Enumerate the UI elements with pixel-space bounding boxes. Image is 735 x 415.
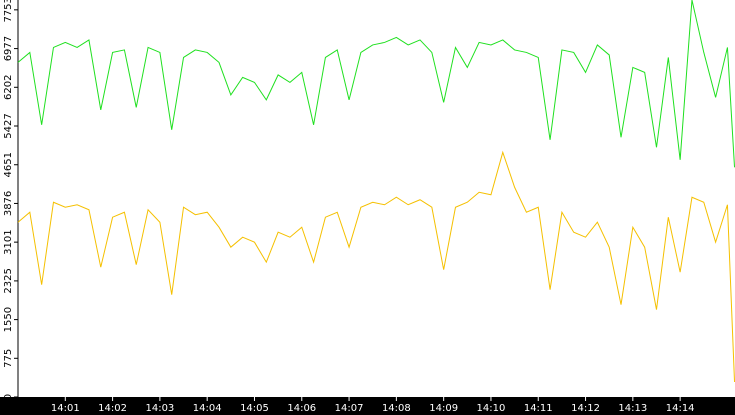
x-tick-label: 14:01: [51, 403, 80, 414]
x-tick-label: 14:13: [618, 403, 647, 414]
y-tick-label: 0: [3, 394, 14, 400]
x-axis-bar: [0, 397, 735, 415]
x-tick-label: 14:14: [666, 403, 695, 414]
y-tick-label: 6202: [3, 75, 14, 100]
x-tick-label: 14:08: [382, 403, 411, 414]
x-tick-label: 14:12: [571, 403, 600, 414]
y-tick-label: 3101: [3, 229, 14, 254]
y-tick-label: 6977: [3, 36, 14, 61]
y-tick-label: 7753: [3, 0, 14, 23]
series-line: [17, 150, 735, 383]
x-tick-label: 14:04: [193, 403, 222, 414]
x-tick-label: 14:06: [287, 403, 316, 414]
y-tick-label: 2325: [3, 268, 14, 293]
x-tick-label: 14:07: [335, 403, 364, 414]
y-tick-label: 5427: [3, 113, 14, 138]
x-tick-label: 14:10: [477, 403, 506, 414]
x-tick-label: 14:05: [240, 403, 269, 414]
x-tick-label: 14:02: [98, 403, 127, 414]
y-tick-label: 1550: [3, 307, 14, 332]
y-tick-label: 775: [3, 349, 14, 368]
y-tick-label: 3876: [3, 191, 14, 216]
y-tick-label: 4651: [3, 152, 14, 177]
x-tick-label: 14:11: [524, 403, 553, 414]
x-tick-label: 14:09: [429, 403, 458, 414]
x-tick-label: 14:03: [145, 403, 174, 414]
series-line: [17, 0, 735, 168]
